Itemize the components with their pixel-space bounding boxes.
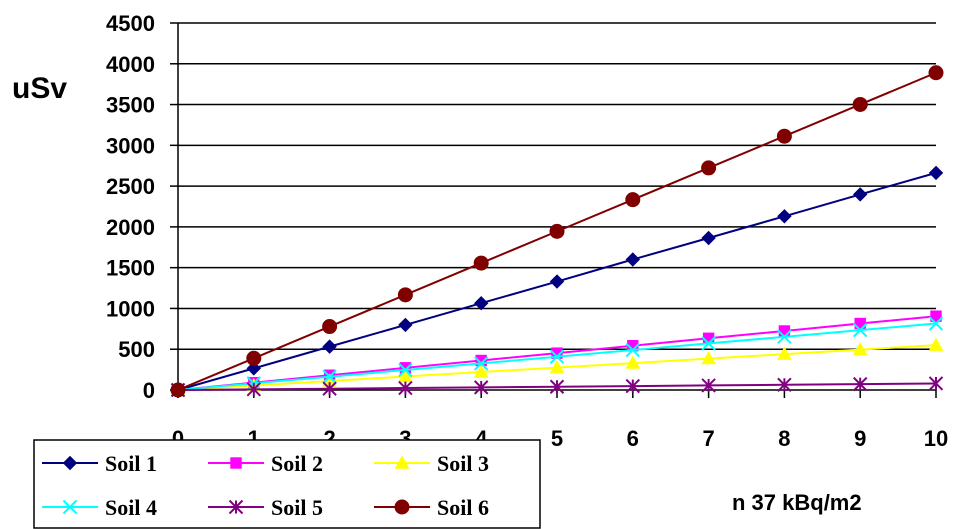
data-point (928, 316, 944, 331)
data-point (928, 165, 944, 181)
y-tick-label: 500 (118, 337, 155, 362)
data-point (473, 255, 489, 271)
legend: Soil 1 Soil 2 Soil 3 Soil 4 Soil 5 Soil 6 (33, 439, 541, 529)
x-tick-label: 8 (778, 426, 790, 451)
legend-label: Soil 2 (271, 451, 323, 476)
data-point (928, 337, 944, 351)
y-tick-label: 2500 (106, 174, 155, 199)
series-layer (170, 65, 944, 398)
data-point (549, 360, 565, 374)
data-point (852, 322, 868, 338)
legend-item: Soil 6 (374, 495, 489, 520)
data-point (246, 382, 262, 397)
legend-swatch-marker (230, 457, 242, 469)
data-point (473, 356, 489, 371)
data-point (625, 192, 641, 208)
y-tick-label: 1500 (106, 256, 155, 281)
data-point (398, 317, 413, 333)
y-axis-title: uSv (12, 72, 67, 105)
data-point (551, 347, 563, 359)
data-point (322, 381, 337, 396)
x-tick-label: 5 (551, 426, 563, 451)
data-point (777, 209, 792, 224)
legend-label: Soil 4 (105, 495, 157, 520)
data-point (549, 274, 565, 289)
x-tick-label: 10 (924, 426, 948, 451)
data-point (397, 287, 413, 303)
data-point (852, 342, 868, 356)
legend-label: Soil 3 (437, 451, 489, 476)
data-point (701, 336, 716, 351)
data-point (928, 376, 944, 391)
x-tick-label: 7 (702, 426, 714, 451)
data-point (473, 296, 489, 311)
legend-label: Soil 5 (271, 495, 323, 520)
data-point (777, 346, 792, 360)
series-4 (170, 316, 944, 398)
series-6 (170, 65, 944, 398)
y-tick-label: 3000 (106, 133, 155, 158)
data-point (928, 65, 944, 81)
legend-item: Soil 3 (374, 451, 489, 476)
y-tick-label: 2000 (106, 215, 155, 240)
gridlines (178, 22, 936, 350)
series-5 (170, 376, 944, 398)
legend-item: Soil 5 (208, 495, 323, 520)
data-point (625, 378, 641, 394)
data-point (852, 187, 868, 202)
data-point (398, 380, 413, 396)
data-point (701, 160, 717, 176)
data-point (246, 361, 262, 376)
legend-swatch-marker (62, 499, 78, 515)
data-point (398, 362, 413, 378)
data-point (170, 382, 186, 398)
legend-label: Soil 6 (437, 495, 489, 520)
legend-swatch-marker (62, 455, 78, 471)
legend-item: Soil 1 (42, 451, 157, 476)
data-point (473, 380, 489, 395)
data-point (625, 342, 641, 358)
data-point (852, 376, 868, 392)
y-tick-label: 4000 (106, 52, 155, 77)
data-point (625, 252, 641, 267)
data-point (776, 128, 792, 144)
data-point (930, 310, 942, 322)
legend-swatch-marker (228, 499, 244, 515)
y-tick-label: 1000 (106, 296, 155, 321)
y-tick-label: 4500 (106, 11, 155, 36)
axes (170, 22, 937, 398)
x-axis-title: n 37 kBq/m2 (732, 490, 862, 515)
data-point (701, 378, 716, 393)
x-tick-label: 6 (627, 426, 639, 451)
legend-item: Soil 4 (42, 495, 157, 520)
series-1 (170, 165, 944, 398)
data-point (852, 96, 868, 112)
data-point (473, 364, 489, 378)
data-point (777, 329, 792, 345)
y-tick-label: 0 (143, 378, 155, 403)
legend-swatch-marker (394, 499, 410, 515)
legend-label: Soil 1 (105, 451, 157, 476)
data-point (549, 349, 565, 364)
data-point (701, 351, 716, 365)
data-point (322, 339, 337, 354)
data-point (777, 377, 792, 392)
data-point (246, 350, 262, 366)
data-point (322, 319, 338, 335)
data-point (701, 230, 716, 246)
legend-swatch-marker (394, 455, 410, 469)
legend-item: Soil 2 (208, 451, 323, 476)
data-point (322, 369, 337, 384)
y-tick-label: 3500 (106, 93, 155, 118)
data-point (549, 223, 565, 239)
data-point (549, 379, 565, 394)
data-point (702, 332, 715, 344)
data-point (625, 355, 641, 369)
legend-box (33, 439, 541, 529)
x-tick-label: 9 (854, 426, 866, 451)
